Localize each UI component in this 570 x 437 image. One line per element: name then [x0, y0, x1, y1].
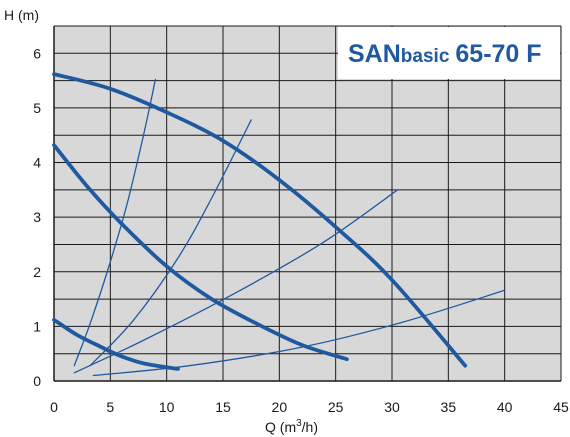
y-tick-label: 4: [33, 155, 41, 171]
title-brand: SAN: [348, 40, 401, 68]
y-axis-label: H (m): [4, 7, 39, 23]
x-tick-label: 25: [328, 399, 344, 415]
x-tick-label: 15: [215, 399, 231, 415]
title-box: [338, 27, 560, 79]
pump-curve-1: [52, 72, 468, 368]
x-axis-label-text: Q (m: [265, 419, 296, 435]
x-tick-label: 30: [384, 399, 400, 415]
y-tick-label: 5: [33, 100, 41, 116]
x-axis-label-sup: 3: [296, 418, 302, 429]
x-tick-label: 5: [106, 399, 114, 415]
y-tick-label: 3: [33, 209, 41, 225]
system-curves: [73, 78, 506, 377]
x-axis-label: Q (m3/h): [265, 418, 318, 435]
chart-title: SANbasic 65-70 F: [348, 40, 542, 68]
x-tick-label: 35: [441, 399, 457, 415]
x-tick-label: 45: [553, 399, 569, 415]
title-model: 65-70 F: [455, 40, 541, 68]
y-tick-label: 2: [33, 264, 41, 280]
pump-curves: [52, 72, 468, 371]
pump-curve-3: [52, 317, 180, 371]
system-curve-3: [73, 189, 399, 374]
x-tick-labels: 0 5 10 15 20 25 30 35 40 45: [50, 399, 569, 415]
pump-curve-2: [52, 143, 349, 362]
y-tick-label: 0: [33, 373, 41, 389]
y-tick-label: 1: [33, 318, 41, 334]
x-tick-label: 10: [159, 399, 175, 415]
system-curve-1: [73, 78, 157, 367]
system-curve-4: [92, 289, 506, 377]
y-tick-label: 6: [33, 45, 41, 61]
title-series: basic: [401, 46, 450, 67]
y-tick-labels: 0 1 2 3 4 5 6: [33, 45, 41, 389]
x-tick-label: 40: [497, 399, 513, 415]
x-tick-label: 20: [272, 399, 288, 415]
x-axis-label-suffix: /h): [302, 419, 318, 435]
x-tick-label: 0: [50, 399, 58, 415]
system-curve-2: [89, 119, 252, 367]
